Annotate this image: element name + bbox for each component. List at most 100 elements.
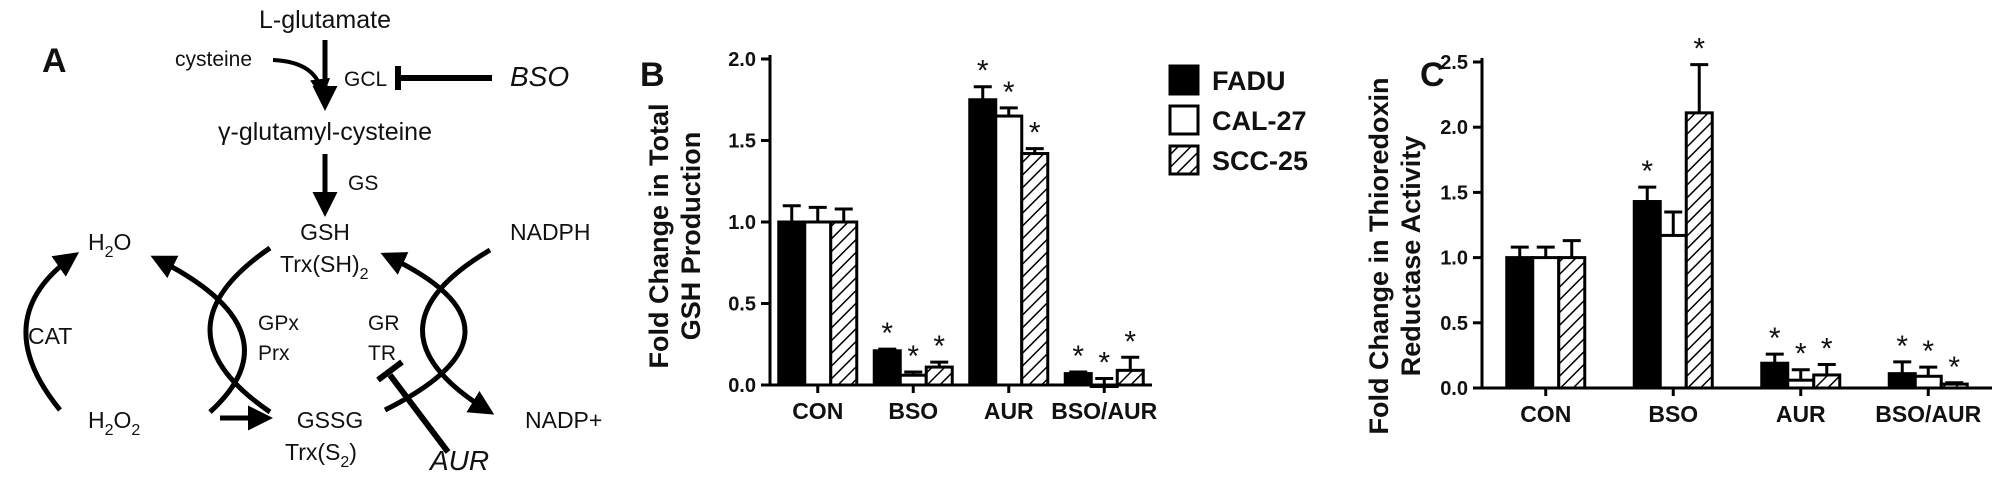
tr-label: TR	[368, 342, 396, 365]
significance-marker: *	[1003, 76, 1015, 109]
gcl-label: GCL	[344, 68, 387, 91]
panel-b-plot: 0.0 0.5 1.0 1.5 2.0 CON BSO * * * AUR * * * BSO/AUR * * *	[728, 49, 1157, 424]
panel-b-ylabel-line1: Fold Change in Total	[644, 104, 674, 369]
prx-label: Prx	[258, 342, 290, 365]
x-tick-label: BSO/AUR	[1051, 398, 1157, 424]
gssg-label: GSSG	[297, 407, 363, 433]
significance-marker: *	[1029, 117, 1041, 150]
bar	[1063, 372, 1093, 387]
significance-marker: *	[1821, 333, 1833, 366]
significance-marker: *	[1124, 325, 1136, 358]
y-tick-label: 0.0	[1440, 378, 1468, 400]
legend-label-fadu: FADU	[1212, 66, 1286, 96]
bar	[829, 220, 859, 387]
x-tick-label: CON	[1520, 401, 1571, 427]
significance-marker: *	[1693, 33, 1705, 66]
x-tick-label: BSO	[888, 398, 938, 424]
bar	[1913, 374, 1943, 390]
gssg-to-gsh-arrow	[380, 252, 468, 413]
significance-marker: *	[933, 330, 945, 363]
panel-a-label: A	[42, 42, 67, 80]
bar	[872, 349, 902, 387]
nadp-label: NADP+	[525, 407, 602, 433]
bar	[1812, 373, 1842, 390]
bar	[1020, 152, 1050, 387]
x-tick-label: BSO	[1648, 401, 1698, 427]
x-tick-label: CON	[792, 398, 843, 424]
significance-marker: *	[907, 340, 919, 373]
nadph-label: NADPH	[510, 219, 591, 245]
cat-label: CAT	[28, 323, 72, 349]
panel-c-ylabel-line2: Reductase Activity	[1396, 136, 1426, 377]
bar	[1684, 111, 1714, 390]
gr-label: GR	[368, 312, 400, 335]
significance-marker: *	[977, 55, 989, 88]
bar	[968, 98, 998, 387]
bar	[1887, 372, 1917, 390]
bar	[994, 114, 1024, 387]
bar	[1786, 378, 1816, 390]
gsh-to-gssg-curve	[207, 245, 272, 415]
legend-swatch-cal27	[1168, 104, 1200, 136]
h2o2-label: H2O2	[88, 407, 140, 439]
bar	[898, 373, 928, 387]
y-tick-label: 1.0	[728, 212, 756, 234]
panel-b-label: B	[640, 56, 665, 94]
bar	[1658, 233, 1688, 390]
bar	[803, 220, 833, 387]
panel-a-diagram: A L-glutamate cysteine GCL BSO γ-glutamy…	[23, 6, 602, 476]
panel-c-plot: 0.0 0.5 1.0 1.5 2.0 2.5 CON BSO * * AUR * * * BSO/AUR *…	[1440, 33, 1992, 427]
legend-label-scc25: SCC-25	[1212, 146, 1308, 176]
legend: FADU CAL-27 SCC-25	[1168, 64, 1308, 176]
y-tick-label: 2.0	[728, 49, 756, 71]
significance-marker: *	[1641, 155, 1653, 188]
bar	[1632, 200, 1662, 390]
significance-marker: *	[1795, 338, 1807, 371]
nadph-to-nadp-arrow	[420, 247, 495, 415]
legend-swatch-fadu	[1168, 64, 1200, 96]
bar	[1505, 256, 1535, 390]
significance-marker: *	[1072, 340, 1084, 373]
panel-c-chart: C Fold Change in Thioredoxin Reductase A…	[1364, 33, 1992, 435]
y-tick-label: 0.5	[728, 294, 756, 316]
bar	[1939, 382, 1969, 390]
x-tick-label: AUR	[984, 398, 1034, 424]
panel-c-label: C	[1420, 56, 1445, 94]
gamma-glutamyl-cysteine-label: γ-glutamyl-cysteine	[218, 118, 432, 146]
y-tick-label: 2.5	[1440, 52, 1468, 74]
h2o-label: H2O	[88, 229, 131, 261]
bar	[777, 220, 807, 387]
trx-s2-label: Trx(S2)	[285, 439, 357, 471]
y-tick-label: 0.5	[1440, 313, 1468, 335]
significance-marker: *	[1769, 322, 1781, 355]
y-tick-label: 1.5	[1440, 182, 1468, 204]
gs-label: GS	[348, 172, 378, 195]
significance-marker: *	[881, 317, 893, 350]
bar	[1115, 368, 1145, 387]
h2o2-to-h2o-arrow	[150, 255, 247, 414]
bar	[1557, 256, 1587, 390]
aur-inhibition-bar	[376, 359, 404, 383]
l-glutamate-label: L-glutamate	[259, 6, 391, 34]
trx-sh2-label: Trx(SH)2	[280, 251, 369, 283]
x-tick-label: AUR	[1776, 401, 1826, 427]
panel-b-chart: B Fold Change in Total GSH Production 0.…	[640, 49, 1308, 424]
y-tick-label: 2.0	[1440, 117, 1468, 139]
significance-marker: *	[1922, 335, 1934, 368]
significance-marker: *	[1896, 330, 1908, 363]
bar	[924, 365, 954, 387]
bar	[1089, 383, 1119, 388]
gsh-label: GSH	[300, 219, 350, 245]
cysteine-label: cysteine	[175, 48, 252, 71]
gpx-label: GPx	[258, 312, 299, 335]
legend-swatch-scc25	[1168, 144, 1200, 176]
cat-arrow	[23, 252, 80, 412]
significance-marker: *	[1098, 346, 1110, 379]
y-tick-label: 1.0	[1440, 248, 1468, 270]
panel-b-ylabel-line2: GSH Production	[676, 132, 706, 341]
legend-label-cal27: CAL-27	[1212, 106, 1307, 136]
y-tick-label: 0.0	[728, 375, 756, 397]
aur-label: AUR	[428, 445, 489, 476]
bar	[1760, 361, 1790, 390]
